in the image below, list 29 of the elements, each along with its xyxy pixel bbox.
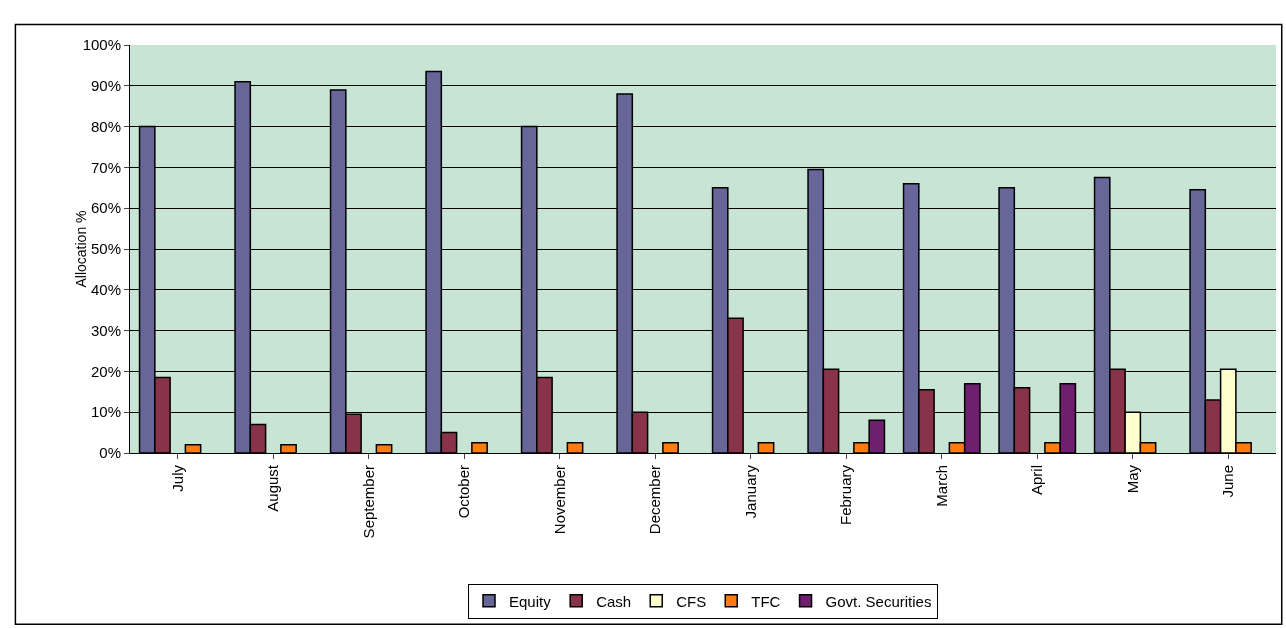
y-tick-label: 100% <box>82 36 121 54</box>
legend-label: Govt. Securities <box>825 592 932 610</box>
x-tick-label: September <box>359 465 377 539</box>
legend-label: Cash <box>596 592 632 610</box>
y-tick-label: 40% <box>90 281 121 299</box>
x-tick-label: November <box>550 465 568 535</box>
y-tick-label: 30% <box>90 321 121 339</box>
x-tick-label: January <box>741 464 759 519</box>
x-tick-label: August <box>264 464 282 512</box>
y-tick-label: 10% <box>90 403 121 421</box>
y-tick-label: 50% <box>90 240 121 258</box>
x-tick-label: March <box>932 465 950 507</box>
legend-label: TFC <box>751 592 781 610</box>
y-tick-label: 90% <box>90 77 121 95</box>
legend-label: Equity <box>509 592 552 610</box>
y-axis-title: Allocation % <box>72 210 89 288</box>
y-tick-label: 0% <box>99 444 121 462</box>
x-tick-label: October <box>455 465 473 519</box>
y-tick-label: 80% <box>90 117 121 135</box>
y-tick-label: 70% <box>90 158 121 176</box>
x-tick-label: May <box>1123 464 1141 494</box>
x-tick-label: February <box>837 464 855 526</box>
x-tick-label: July <box>168 464 186 492</box>
x-tick-label: April <box>1028 465 1046 496</box>
x-tick-label: June <box>1219 465 1237 498</box>
y-tick-label: 20% <box>90 362 121 380</box>
x-tick-label: December <box>646 465 664 535</box>
y-tick-label: 60% <box>90 199 121 217</box>
legend-label: CFS <box>676 592 707 610</box>
